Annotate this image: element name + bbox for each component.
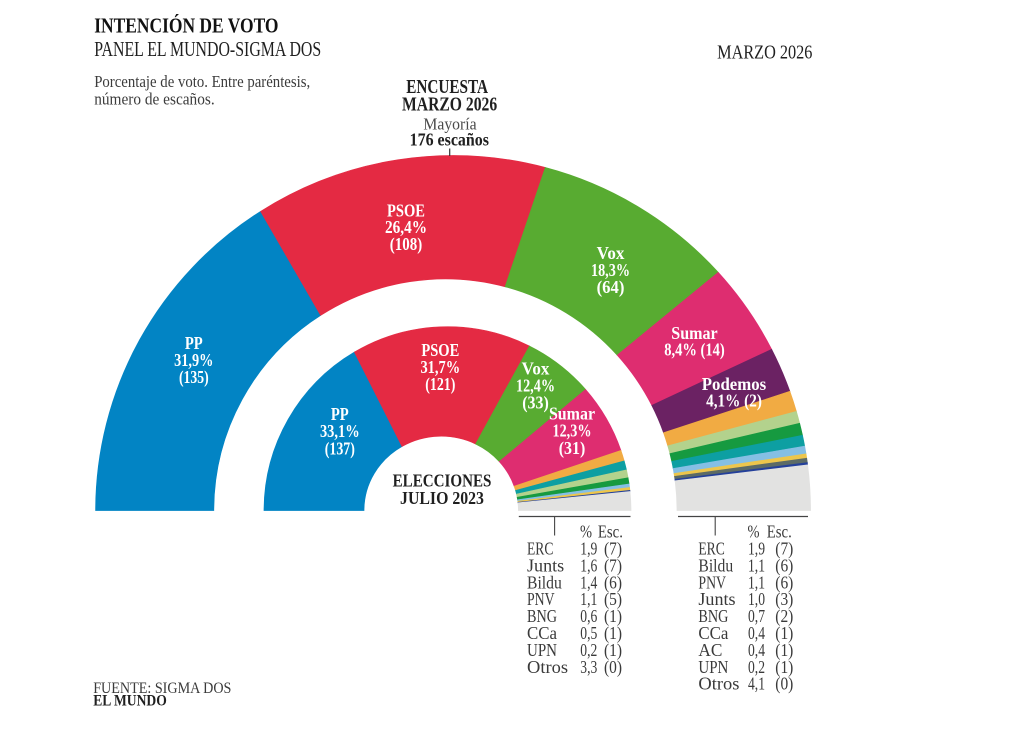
svg-text:(6): (6) [775, 572, 793, 592]
svg-text:%: % [580, 521, 592, 541]
svg-text:4,1: 4,1 [748, 674, 765, 694]
svg-text:(7): (7) [604, 539, 622, 559]
svg-text:0,5: 0,5 [580, 623, 597, 643]
svg-text:PP: PP [331, 404, 349, 424]
svg-text:CCa: CCa [527, 623, 557, 643]
svg-text:33,1%: 33,1% [320, 421, 360, 441]
svg-text:(5): (5) [604, 589, 622, 609]
svg-text:(137): (137) [325, 438, 355, 459]
svg-text:número de escaños.: número de escaños. [94, 90, 215, 109]
svg-text:(2): (2) [775, 606, 793, 626]
svg-text:EL MUNDO: EL MUNDO [93, 693, 167, 710]
svg-text:FUENTE: SIGMA DOS: FUENTE: SIGMA DOS [93, 680, 231, 697]
svg-text:(6): (6) [775, 555, 793, 575]
svg-text:0,7: 0,7 [748, 606, 765, 626]
svg-text:JULIO 2023: JULIO 2023 [400, 488, 484, 508]
svg-text:PSOE: PSOE [421, 340, 459, 360]
svg-text:MARZO 2026: MARZO 2026 [717, 41, 812, 63]
svg-text:(1): (1) [604, 623, 622, 643]
svg-text:(7): (7) [775, 539, 793, 559]
svg-text:Sumar: Sumar [671, 323, 717, 343]
svg-text:ERC: ERC [698, 539, 724, 559]
svg-text:Esc.: Esc. [767, 521, 792, 541]
svg-text:8,4% (14): 8,4% (14) [664, 340, 725, 361]
svg-text:(1): (1) [604, 640, 622, 660]
svg-text:31,9%: 31,9% [174, 350, 213, 370]
svg-text:1,6: 1,6 [580, 555, 597, 575]
svg-text:(0): (0) [604, 657, 622, 677]
svg-text:(135): (135) [179, 367, 209, 388]
svg-text:Bildu: Bildu [698, 555, 733, 575]
svg-text:(3): (3) [775, 589, 793, 609]
svg-text:(1): (1) [775, 623, 793, 643]
svg-text:1,4: 1,4 [580, 572, 597, 592]
svg-text:(33): (33) [522, 392, 549, 413]
svg-text:0,2: 0,2 [580, 640, 597, 660]
svg-text:MARZO 2026: MARZO 2026 [402, 93, 497, 115]
svg-text:4,1% (2): 4,1% (2) [706, 391, 762, 412]
svg-text:(1): (1) [604, 606, 622, 626]
svg-text:Junts: Junts [698, 589, 735, 609]
svg-text:1,1: 1,1 [748, 555, 765, 575]
svg-text:1,0: 1,0 [748, 589, 765, 609]
svg-text:(121): (121) [425, 374, 455, 395]
svg-text:INTENCIÓN DE VOTO: INTENCIÓN DE VOTO [94, 14, 278, 38]
svg-text:Porcentaje de voto. Entre paré: Porcentaje de voto. Entre paréntesis, [94, 72, 310, 91]
svg-text:(108): (108) [390, 234, 422, 255]
svg-text:Vox: Vox [522, 359, 550, 379]
svg-text:18,3%: 18,3% [591, 260, 630, 280]
svg-text:3,3: 3,3 [580, 657, 597, 677]
svg-text:Bildu: Bildu [527, 572, 562, 592]
svg-text:1,9: 1,9 [580, 539, 597, 559]
svg-text:PNV: PNV [698, 572, 726, 592]
svg-text:0,2: 0,2 [748, 657, 765, 677]
svg-text:ENCUESTA: ENCUESTA [406, 76, 488, 98]
svg-text:BNG: BNG [698, 606, 728, 626]
svg-text:12,3%: 12,3% [553, 421, 592, 441]
svg-text:1,1: 1,1 [580, 589, 597, 609]
svg-text:CCa: CCa [698, 623, 728, 643]
svg-text:UPN: UPN [527, 640, 557, 660]
svg-text:Mayoría: Mayoría [423, 115, 477, 134]
svg-text:0,4: 0,4 [748, 640, 765, 660]
svg-text:Otros: Otros [698, 674, 739, 694]
svg-text:Sumar: Sumar [549, 404, 595, 424]
svg-text:UPN: UPN [698, 657, 728, 677]
svg-text:AC: AC [698, 640, 722, 660]
svg-text:Podemos: Podemos [702, 374, 766, 394]
svg-text:(1): (1) [775, 640, 793, 660]
svg-text:Otros: Otros [527, 657, 568, 677]
svg-text:ERC: ERC [527, 539, 553, 559]
svg-text:(0): (0) [775, 674, 793, 694]
svg-text:(7): (7) [604, 555, 622, 575]
svg-text:(1): (1) [775, 657, 793, 677]
svg-text:PANEL EL MUNDO-SIGMA DOS: PANEL EL MUNDO-SIGMA DOS [94, 37, 321, 61]
svg-text:BNG: BNG [527, 606, 557, 626]
svg-text:0,4: 0,4 [748, 623, 765, 643]
svg-text:26,4%: 26,4% [385, 217, 427, 237]
svg-text:%: % [748, 521, 760, 541]
svg-text:0,6: 0,6 [580, 606, 597, 626]
svg-text:1,1: 1,1 [748, 572, 765, 592]
svg-text:PP: PP [185, 333, 203, 353]
svg-text:PSOE: PSOE [387, 201, 425, 221]
svg-text:Esc.: Esc. [598, 521, 623, 541]
svg-text:Vox: Vox [597, 243, 625, 263]
svg-text:(31): (31) [559, 438, 586, 459]
svg-text:PNV: PNV [527, 589, 555, 609]
svg-text:(6): (6) [604, 572, 622, 592]
svg-text:1,9: 1,9 [748, 539, 765, 559]
svg-text:31,7%: 31,7% [420, 357, 460, 377]
svg-text:Junts: Junts [527, 555, 564, 575]
svg-text:12,4%: 12,4% [516, 376, 555, 396]
svg-text:ELECCIONES: ELECCIONES [393, 471, 492, 491]
svg-text:176 escaños: 176 escaños [410, 130, 489, 150]
svg-text:(64): (64) [597, 277, 625, 298]
